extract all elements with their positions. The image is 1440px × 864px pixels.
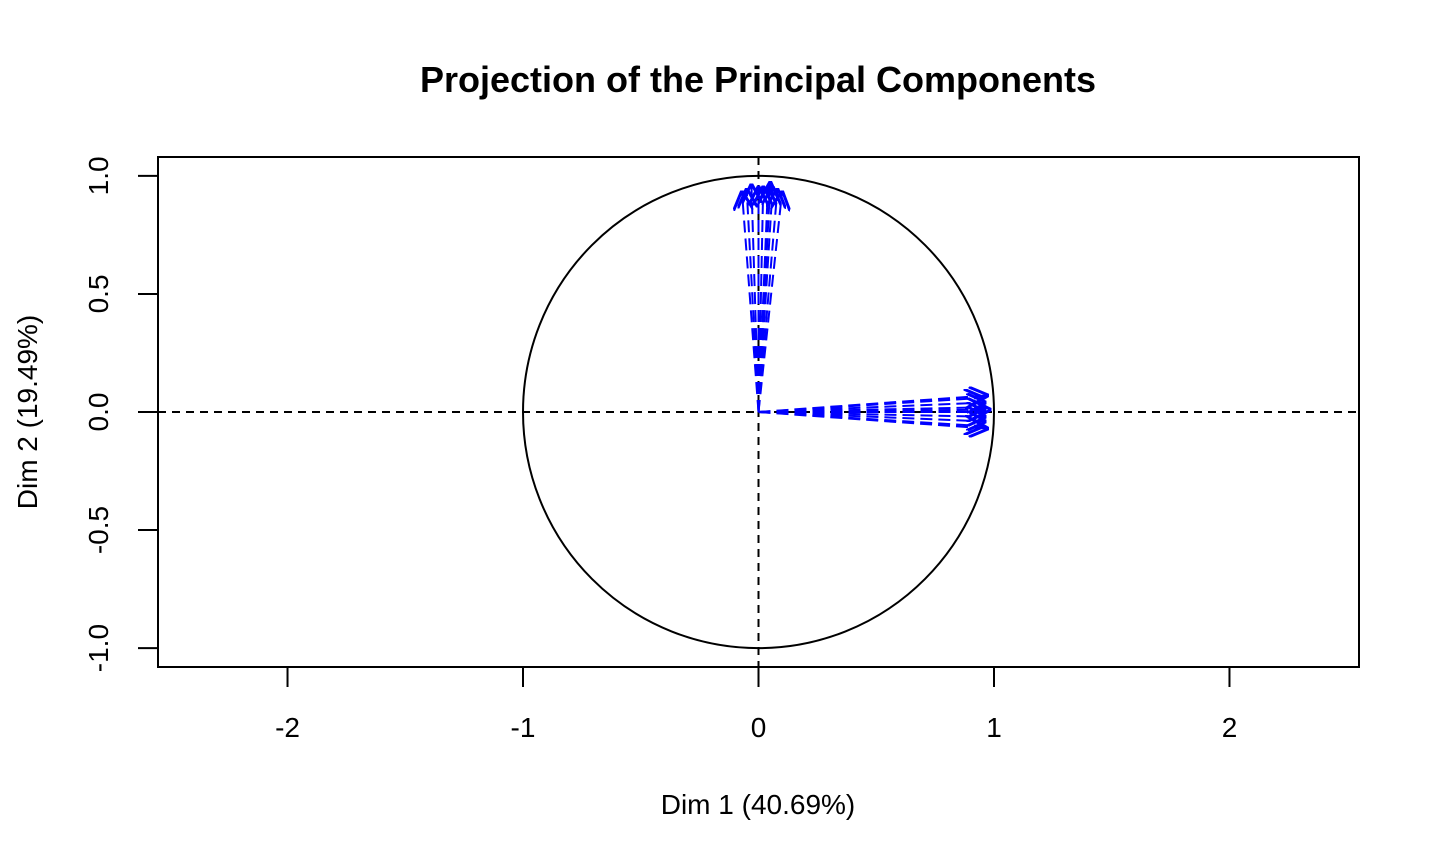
x-tick-label: -1	[511, 712, 536, 743]
y-tick-label: -1.0	[83, 624, 114, 672]
variable-vector	[758, 410, 990, 412]
unit-circle	[522, 174, 995, 650]
variable-vector	[758, 411, 987, 429]
chart-title: Projection of the Principal Components	[420, 59, 1096, 100]
x-tick-label: 2	[1222, 712, 1238, 743]
y-axis-label: Dim 2 (19.49%)	[12, 315, 43, 510]
variable-vector	[758, 395, 987, 413]
variable-vector	[757, 183, 771, 413]
variable-vector	[742, 192, 760, 413]
x-tick-label: -2	[275, 712, 300, 743]
x-axis-label: Dim 1 (40.69%)	[661, 789, 856, 820]
x-tick-label: 0	[751, 712, 767, 743]
y-tick-label: 0.5	[83, 274, 114, 313]
y-tick-label: 0.0	[83, 393, 114, 432]
variable-vector	[751, 185, 758, 413]
y-tick-label: 1.0	[83, 156, 114, 195]
variable-vector	[757, 192, 783, 413]
plot-marks	[158, 157, 1359, 667]
x-tick-label: 1	[986, 712, 1002, 743]
y-tick-label: -0.5	[83, 506, 114, 554]
